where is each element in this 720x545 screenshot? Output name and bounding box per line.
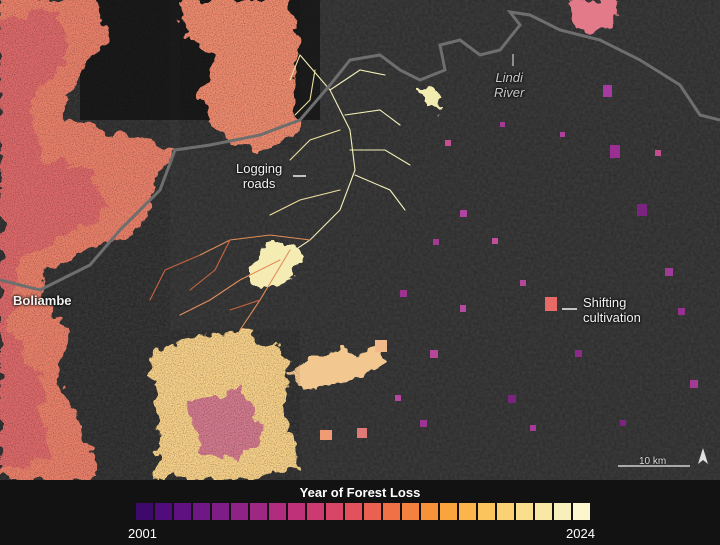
patch	[320, 430, 332, 440]
legend-swatch	[155, 503, 172, 520]
scale-bar-label: 10 km	[639, 456, 667, 467]
patch	[445, 140, 451, 146]
north-arrow-shape	[698, 448, 708, 464]
patch	[610, 145, 620, 158]
legend-swatch	[383, 503, 400, 520]
legend-swatch	[535, 503, 552, 520]
legend-title: Year of Forest Loss	[299, 485, 421, 500]
patch	[492, 238, 498, 244]
speckle-west	[0, 0, 170, 480]
legend-swatch	[478, 503, 495, 520]
legend-swatch	[136, 503, 153, 520]
patch	[665, 268, 673, 276]
legend-start-year: 2001	[128, 526, 157, 541]
patch	[400, 290, 407, 297]
shifting-cultivation-label: Shifting cultivation	[583, 295, 641, 325]
legend-swatch	[573, 503, 590, 520]
patch	[395, 395, 401, 401]
road-clearing	[250, 240, 300, 290]
patch	[637, 204, 647, 216]
speckle-south	[150, 330, 300, 480]
legend-swatch	[269, 503, 286, 520]
road-branch	[329, 69, 411, 211]
speckle-north	[180, 0, 300, 150]
logging-road-network	[149, 54, 411, 331]
legend-swatch	[459, 503, 476, 520]
patch	[460, 305, 466, 312]
legend-swatch	[231, 503, 248, 520]
patch	[545, 297, 557, 311]
legend-swatch	[364, 503, 381, 520]
patch	[575, 350, 582, 357]
loss-speckle	[0, 0, 300, 480]
patch	[690, 380, 698, 388]
boliambe-town-label: Boliambe	[13, 293, 72, 308]
road-branch-older	[149, 239, 261, 311]
legend-end-year: 2024	[566, 526, 595, 541]
northeast-loss-region	[570, 0, 620, 30]
patch	[375, 340, 387, 352]
legend-swatch	[516, 503, 533, 520]
legend-swatch	[307, 503, 324, 520]
legend-swatch	[193, 503, 210, 520]
map-canvas	[0, 0, 720, 480]
patch	[520, 280, 526, 286]
legend-swatch	[554, 503, 571, 520]
lindi-river	[0, 9, 720, 292]
patch	[500, 122, 505, 127]
road-clearing-2	[290, 345, 390, 390]
road-branch	[269, 54, 341, 216]
legend-swatch	[326, 503, 343, 520]
river-label: Lindi River	[494, 70, 525, 100]
legend-swatch	[212, 503, 229, 520]
patch	[430, 350, 438, 358]
legend: Year of Forest Loss 2001 2024	[0, 480, 720, 545]
logging-roads-label: Logging roads	[236, 161, 283, 191]
patch	[560, 132, 565, 137]
legend-swatch	[250, 503, 267, 520]
patch	[530, 425, 536, 431]
northern-clearing	[420, 88, 440, 110]
legend-swatch	[288, 503, 305, 520]
shifting-cultivation-patches	[320, 85, 698, 440]
patch	[433, 239, 439, 245]
legend-swatch	[174, 503, 191, 520]
patch	[655, 150, 661, 156]
patch	[420, 420, 427, 427]
north-arrow-icon	[698, 448, 708, 464]
patch	[620, 420, 626, 426]
patch	[460, 210, 467, 217]
legend-swatch	[402, 503, 419, 520]
legend-swatches	[136, 503, 590, 520]
legend-swatch	[497, 503, 514, 520]
legend-swatch	[421, 503, 438, 520]
patch	[603, 85, 612, 97]
patch	[357, 428, 367, 438]
legend-swatch	[440, 503, 457, 520]
patch	[678, 308, 685, 315]
legend-swatch	[345, 503, 362, 520]
patch	[508, 395, 516, 403]
